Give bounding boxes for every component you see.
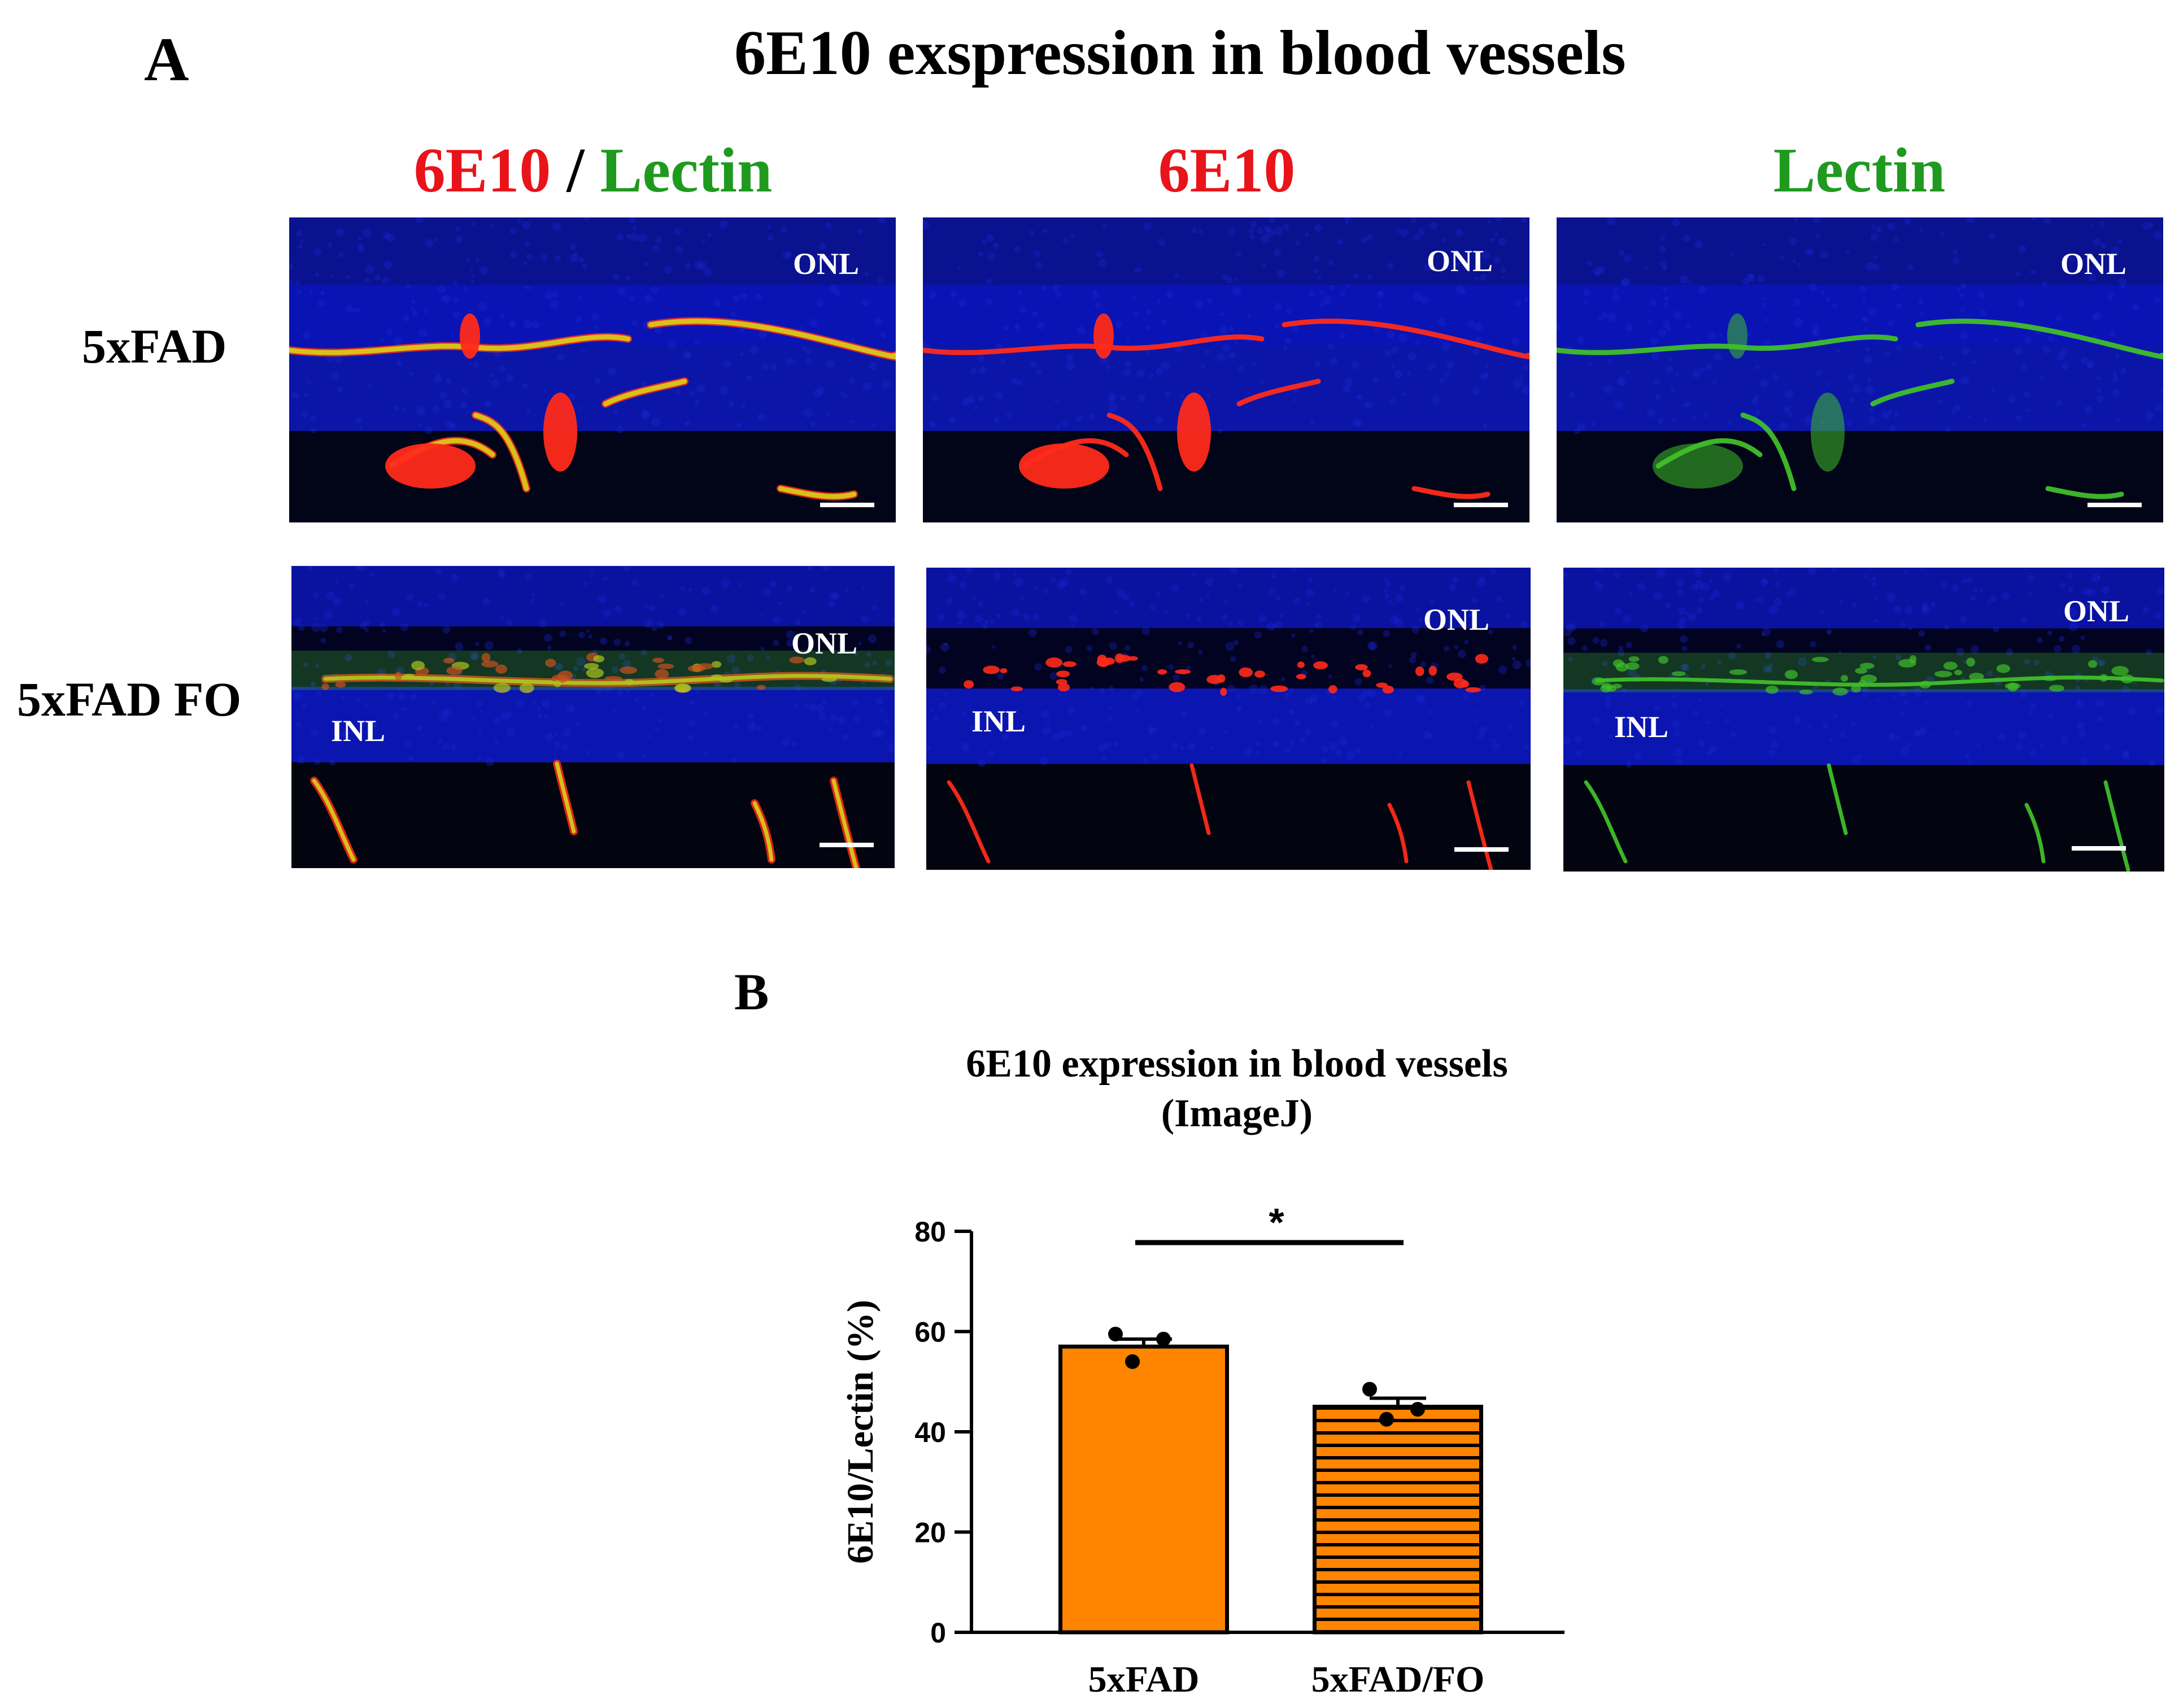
y-tick-label: 80 [914, 1216, 946, 1248]
micrograph-5xfad-fo-merge: ONL INL [291, 566, 895, 868]
header-part-slash: / [551, 136, 600, 206]
data-point [1156, 1331, 1171, 1347]
y-axis-label: 6E10/Lectin (%) [840, 1300, 881, 1563]
bar-chart: 0 20 40 60 80 6E10/Lectin (%) 5xFAD 5xFAD/FO * [840, 1200, 1564, 1700]
micrograph-5xfad-lectin-image [1557, 217, 2163, 522]
scale-bar [1454, 503, 1508, 507]
scale-bar [1454, 847, 1509, 852]
header-part-6e10: 6E10 [1158, 136, 1296, 206]
chart-title-line2: (ImageJ) [1161, 1091, 1313, 1135]
scale-bar [2088, 503, 2142, 507]
data-point [1362, 1382, 1377, 1397]
data-point [1108, 1326, 1123, 1341]
onl-label: ONL [1423, 603, 1490, 637]
y-tick-label: 0 [930, 1617, 946, 1649]
micrograph-5xfad-merge: ONL [289, 217, 896, 522]
micrograph-5xfad-fo-merge-image [291, 566, 895, 868]
panel-a-letter: A [144, 25, 189, 94]
micrograph-5xfad-fo-lectin-image [1563, 568, 2164, 872]
data-point [1125, 1354, 1140, 1369]
chart-title-line1: 6E10 expression in blood vessels [966, 1042, 1508, 1086]
panel-b-letter: B [734, 963, 769, 1021]
header-part-lectin: Lectin [1773, 136, 1946, 206]
row-label-5xfad: 5xFAD [82, 319, 227, 373]
micrograph-5xfad-fo-6e10: ONL INL [926, 568, 1531, 870]
scale-bar [820, 503, 874, 507]
micrograph-5xfad-6e10-image [923, 217, 1529, 522]
micrograph-5xfad-fo-lectin: ONL INL [1563, 568, 2164, 872]
micrograph-5xfad-merge-image [289, 217, 896, 522]
y-tick-label: 60 [914, 1317, 946, 1348]
onl-label: ONL [1427, 244, 1493, 278]
y-tick-label: 20 [914, 1517, 946, 1549]
inl-label: INL [1614, 710, 1669, 744]
column-header-6e10: 6E10 [922, 139, 1532, 202]
header-part-6e10: 6E10 [413, 136, 551, 206]
significance-label: * [1269, 1200, 1284, 1244]
column-header-merge: 6E10 / Lectin [288, 139, 898, 202]
inl-label: INL [331, 714, 386, 748]
bar-5xfad [1058, 1344, 1229, 1635]
data-point [1379, 1411, 1394, 1427]
x-tick-label: 5xFAD [1088, 1659, 1200, 1700]
micrograph-5xfad-lectin: ONL [1557, 217, 2163, 522]
onl-label: ONL [791, 626, 858, 660]
panel-a-title: 6E10 exspression in blood vessels [734, 18, 1626, 88]
y-tick-label: 40 [914, 1417, 946, 1448]
x-tick-label: 5xFAD/FO [1311, 1659, 1485, 1700]
scale-bar [820, 843, 874, 847]
micrograph-5xfad-6e10: ONL [923, 217, 1529, 522]
inl-label: INL [971, 704, 1026, 738]
onl-label: ONL [2063, 594, 2130, 628]
scale-bar [2072, 846, 2126, 851]
micrograph-5xfad-fo-6e10-image [926, 568, 1531, 870]
bar-5xfad-fo [1313, 1405, 1483, 1635]
chart-title: 6E10 expression in blood vessels (ImageJ… [791, 1039, 1683, 1138]
row-label-5xfad-fo: 5xFAD FO [17, 672, 242, 726]
onl-label: ONL [793, 247, 860, 281]
data-point [1410, 1402, 1425, 1417]
column-header-lectin: Lectin [1554, 139, 2164, 202]
onl-label: ONL [2060, 247, 2127, 281]
header-part-lectin: Lectin [600, 136, 773, 206]
